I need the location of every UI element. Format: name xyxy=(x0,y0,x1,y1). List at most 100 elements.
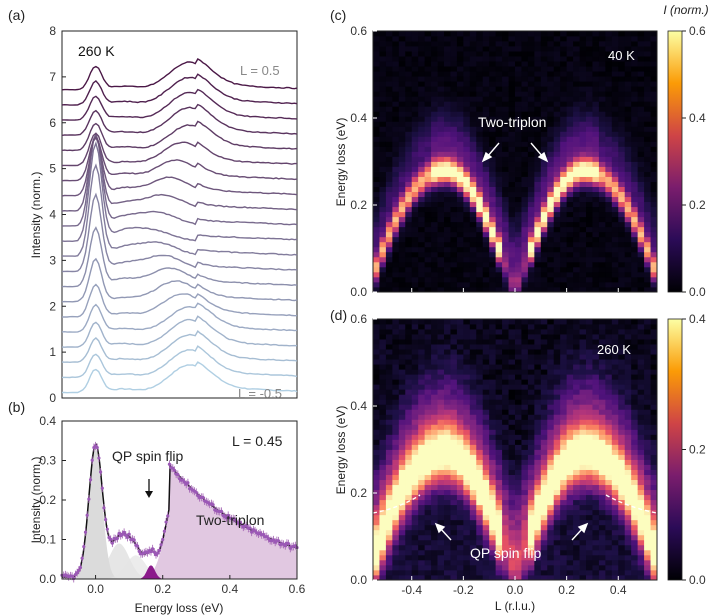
heatmap-cell xyxy=(605,216,613,223)
heatmap-cell xyxy=(637,529,645,536)
heatmap-cell xyxy=(418,96,426,102)
heatmap-cell xyxy=(624,76,632,82)
heatmap-cell xyxy=(547,61,555,67)
heatmap-cell xyxy=(560,504,568,511)
heatmap-cell xyxy=(598,151,606,157)
heatmap-cell xyxy=(586,141,593,147)
heatmap-cell xyxy=(405,519,413,526)
heatmap-cell xyxy=(586,324,593,330)
panel-c-arrows xyxy=(481,142,549,163)
heatmap-cell xyxy=(566,459,574,465)
heatmap-cell xyxy=(450,544,458,551)
heatmap-cell xyxy=(579,384,587,390)
heatmap-cell xyxy=(482,349,490,355)
heatmap-cell xyxy=(637,286,645,293)
heatmap-cell xyxy=(527,126,535,132)
heatmap-cell xyxy=(418,424,426,430)
heatmap-cell xyxy=(373,101,380,107)
heatmap-cell xyxy=(450,261,458,268)
heatmap-cell xyxy=(476,96,484,102)
heatmap-cell xyxy=(385,146,393,152)
heatmap-cell xyxy=(385,504,393,511)
heatmap-cell xyxy=(592,61,600,67)
heatmap-cell xyxy=(379,176,387,182)
heatmap-cell xyxy=(508,399,516,405)
heatmap-cell xyxy=(437,334,445,340)
heatmap-cell xyxy=(534,121,542,127)
heatmap-cell xyxy=(456,211,464,218)
heatmap-cell xyxy=(385,101,393,107)
heatmap-cell xyxy=(540,116,548,122)
heatmap-cell xyxy=(547,106,555,112)
heatmap-cell xyxy=(450,364,458,370)
heatmap-cell xyxy=(631,141,639,147)
heatmap-cell xyxy=(618,559,626,566)
heatmap-cell xyxy=(476,544,484,551)
heatmap-cell xyxy=(637,146,645,152)
heatmap-cell xyxy=(476,379,484,385)
heatmap-cell xyxy=(489,181,497,187)
heatmap-cell xyxy=(431,354,438,360)
heatmap-cell xyxy=(586,319,593,325)
heatmap-cell xyxy=(411,419,419,425)
heatmap-cell xyxy=(560,444,568,450)
heatmap-cell xyxy=(650,344,658,350)
heatmap-cell xyxy=(631,161,639,167)
heatmap-cell xyxy=(450,454,458,460)
heatmap-cell xyxy=(405,324,413,330)
heatmap-cell xyxy=(450,519,458,526)
heatmap-cell xyxy=(598,349,606,355)
heatmap-cell xyxy=(650,319,658,325)
heatmap-cell xyxy=(431,241,438,248)
heatmap-cell xyxy=(398,251,406,258)
heatmap-cell xyxy=(573,31,580,37)
heatmap-cell xyxy=(566,574,574,581)
heatmap-cell xyxy=(469,574,477,581)
heatmap-cell xyxy=(521,96,529,102)
heatmap-cell xyxy=(418,31,426,37)
heatmap-cell xyxy=(482,354,490,360)
heatmap-cell xyxy=(373,141,380,147)
heatmap-cell xyxy=(469,504,477,511)
heatmap-cell xyxy=(385,41,393,47)
heatmap-cell xyxy=(573,106,580,112)
heatmap-cell xyxy=(476,131,484,137)
heatmap-cell xyxy=(644,519,651,526)
panel-b-data-point xyxy=(250,530,254,534)
heatmap-cell xyxy=(482,251,490,258)
heatmap-cell xyxy=(476,151,484,157)
heatmap-cell xyxy=(592,354,600,360)
heatmap-cell xyxy=(444,409,451,415)
heatmap-cell xyxy=(534,31,542,37)
heatmap-cell xyxy=(444,399,451,405)
heatmap-cell xyxy=(418,469,426,475)
heatmap-cell xyxy=(463,51,471,57)
heatmap-cell xyxy=(379,334,387,340)
heatmap-cell xyxy=(456,276,464,283)
heatmap-cell xyxy=(373,564,380,571)
heatmap-cell xyxy=(644,131,651,137)
heatmap-cell xyxy=(431,434,438,440)
heatmap-cell xyxy=(411,489,419,496)
heatmap-cell xyxy=(573,271,580,278)
heatmap-cell xyxy=(618,549,626,556)
heatmap-cell xyxy=(624,389,632,395)
heatmap-cell xyxy=(385,344,393,350)
heatmap-cell xyxy=(411,374,419,380)
heatmap-cell xyxy=(392,384,400,390)
heatmap-cell xyxy=(463,271,471,278)
heatmap-cell xyxy=(495,439,503,445)
heatmap-cell xyxy=(431,334,438,340)
heatmap-cell xyxy=(573,359,580,365)
heatmap-cell xyxy=(405,344,413,350)
panel-b-data-point xyxy=(171,466,175,470)
heatmap-cell xyxy=(540,499,548,506)
heatmap-cell xyxy=(489,66,497,72)
heatmap-cell xyxy=(527,271,535,278)
heatmap-cell xyxy=(392,231,400,238)
heatmap-cell xyxy=(373,349,380,355)
heatmap-cell xyxy=(379,171,387,177)
heatmap-cell xyxy=(637,364,645,370)
heatmap-cell xyxy=(398,559,406,566)
heatmap-cell xyxy=(385,434,393,440)
